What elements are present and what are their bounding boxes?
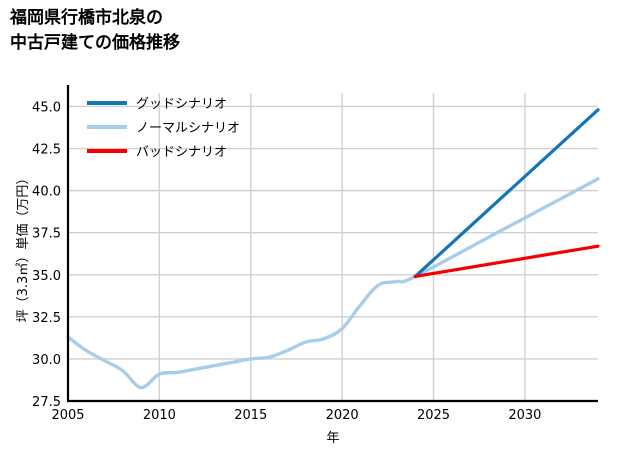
y-tick-label: 35.0	[32, 269, 61, 284]
x-tick-label: 2030	[508, 408, 541, 423]
x-tick-label: 2005	[51, 408, 84, 423]
x-axis-tick-labels: 2005 2010 2015 2020 2025 2030	[51, 408, 541, 423]
legend-label: バッドシナリオ	[136, 145, 227, 160]
series-lines	[66, 108, 600, 390]
y-tick-label: 42.5	[32, 143, 61, 158]
y-axis-tick-labels: 27.5 30.0 32.5 35.0 37.5 40.0 42.5 45.0	[32, 100, 61, 410]
x-tick-label: 2010	[143, 408, 176, 423]
x-tick-label: 2020	[326, 408, 359, 423]
chart-title-line-1: 福岡県行橋市北泉の	[10, 8, 163, 28]
legend-label: グッドシナリオ	[136, 97, 227, 112]
series-line-bad	[413, 244, 600, 279]
x-axis-label: 年	[326, 431, 339, 446]
x-tick-label: 2025	[417, 408, 450, 423]
y-tick-label: 37.5	[32, 227, 61, 242]
axis-spines	[66, 85, 598, 403]
y-tick-label: 45.0	[32, 100, 61, 115]
series-line-normal	[66, 177, 600, 390]
x-tick-label: 2015	[234, 408, 267, 423]
y-axis-label: 坪（3.3㎡）単価（万円）	[15, 172, 31, 323]
chart-title-line-2: 中古戸建ての価格推移	[10, 33, 180, 53]
series-line-good	[413, 108, 600, 279]
y-tick-label: 40.0	[32, 185, 61, 200]
y-tick-label: 30.0	[32, 353, 61, 368]
y-tick-label: 32.5	[32, 311, 61, 326]
legend-label: ノーマルシナリオ	[136, 121, 240, 136]
y-tick-label: 27.5	[32, 395, 61, 410]
chart-title: 福岡県行橋市北泉の 中古戸建ての価格推移	[10, 6, 180, 56]
